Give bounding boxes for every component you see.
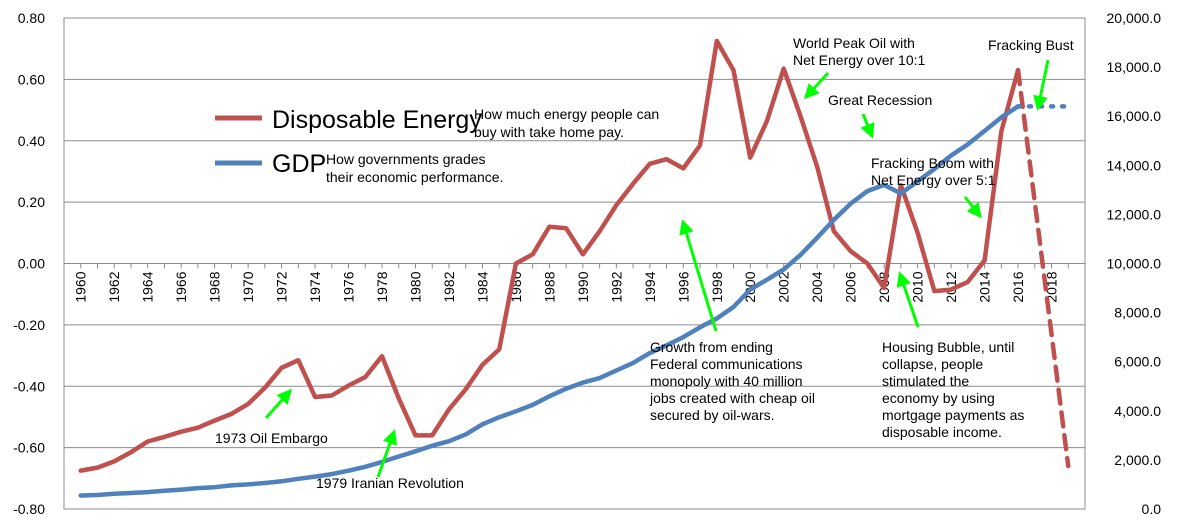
legend-label-gdp: GDP [272, 150, 326, 178]
y-left-tick-label: 0.40 [18, 133, 45, 149]
legend-label-disposable-energy: Disposable Energy [272, 106, 482, 134]
y-left-tick-label: -0.60 [13, 440, 45, 456]
y-right-tick-label: 10,000.0 [1107, 256, 1162, 272]
y-right-tick-label: 18,000.0 [1107, 59, 1162, 75]
y-right-tick-label: 0.0 [1142, 501, 1162, 517]
series-lines [78, 38, 1071, 498]
annotation-housing-bubble-line: Housing Bubble, until [882, 339, 1014, 355]
x-tick-label: 1968 [207, 271, 223, 302]
annotation-iranian-revolution-line: 1979 Iranian Revolution [316, 475, 464, 491]
annotation-oil-embargo-line: 1973 Oil Embargo [215, 430, 328, 446]
x-tick-label: 2014 [977, 271, 993, 302]
annotation-peak-oil-line: World Peak Oil with [793, 35, 915, 51]
y-right-tick-label: 2,000.0 [1114, 452, 1161, 468]
y-left-tick-label: -0.80 [13, 501, 45, 517]
x-tick-label: 1992 [608, 271, 624, 302]
annotation-growth-line: secured by oil-wars. [650, 407, 775, 423]
axes: 0.80 0.60 0.40 0.20 0.00 -0.20 -0.40 -0.60 -0.80… [13, 10, 1161, 517]
annotation-housing-bubble-line: stimulated the [882, 373, 969, 389]
annotation-growth-line: jobs created with cheap oil [649, 390, 815, 406]
annotation-housing-bubble-line: collapse, people [882, 356, 983, 372]
x-tick-label: 1990 [575, 271, 591, 302]
annotation-great-recession-line: Great Recession [828, 92, 932, 108]
annotation-growth-line: Growth from ending [650, 339, 773, 355]
annotations: 1973 Oil Embargo 1979 Iranian Revolution G… [215, 35, 1074, 491]
annotation-housing-bubble-line: mortgage payments as [882, 407, 1024, 423]
x-tick-label: 1988 [541, 271, 557, 302]
annotation-housing-bubble-line: disposable income. [882, 424, 1002, 440]
x-tick-label: 1996 [675, 271, 691, 302]
x-tick-label: 1978 [374, 271, 390, 302]
x-tick-label: 1962 [106, 271, 122, 302]
arrow-great-recession [860, 113, 875, 139]
x-tick-label: 2004 [809, 271, 825, 302]
x-tick-label: 2018 [1044, 271, 1060, 302]
x-tick-label: 2016 [1010, 271, 1026, 302]
legend-note-disposable-energy-line: buy with take home pay. [474, 124, 624, 140]
y-right-tick-label: 6,000.0 [1114, 354, 1161, 370]
x-tick-label: 1976 [341, 271, 357, 302]
x-tick-label: 1980 [407, 271, 423, 302]
arrow-iranian-revolution [376, 429, 398, 478]
projection-line-disposable-energy [1015, 67, 1071, 469]
arrow-fracking-bust [1033, 59, 1050, 111]
y-right-tick-label: 4,000.0 [1114, 403, 1161, 419]
y-right-tick-label: 12,000.0 [1107, 206, 1162, 222]
annotation-fracking-boom-line: Fracking Boom with [871, 155, 994, 171]
arrow-fracking-boom [963, 196, 982, 219]
y-right-tick-label: 20,000.0 [1107, 10, 1162, 26]
x-tick-label: 1964 [140, 271, 156, 302]
x-tick-label: 1970 [240, 271, 256, 302]
legend-note-gdp-line: their economic performance. [326, 169, 503, 185]
x-tick-label: 1998 [709, 271, 725, 302]
y-left-tick-label: 0.00 [18, 256, 45, 272]
y-left-tick-label: 0.80 [18, 10, 45, 26]
x-tick-label: 1994 [642, 271, 658, 302]
y-left-tick-label: 0.20 [18, 194, 45, 210]
y-left-tick-label: 0.60 [18, 71, 45, 87]
arrow-peak-oil [803, 71, 830, 100]
arrow-oil-embargo [264, 388, 292, 419]
y-right-tick-label: 8,000.0 [1114, 305, 1161, 321]
x-tick-label: 1966 [173, 271, 189, 302]
annotation-housing-bubble-line: economy by using [882, 390, 995, 406]
y-right-tick-label: 16,000.0 [1107, 108, 1162, 124]
y-left-tick-label: -0.40 [13, 378, 45, 394]
x-tick-label: 1984 [474, 271, 490, 302]
arrow-growth [679, 219, 718, 332]
x-tick-label: 2006 [843, 271, 859, 302]
y-left-tick-label: -0.20 [13, 317, 45, 333]
annotation-fracking-bust-line: Fracking Bust [988, 37, 1074, 53]
annotation-growth-line: monopoly with 40 million [650, 373, 803, 389]
x-tick-label: 2012 [943, 271, 959, 302]
x-tick-label: 1960 [73, 271, 89, 302]
x-tick-label: 1982 [441, 271, 457, 302]
annotation-growth-line: Federal communications [650, 356, 803, 372]
annotation-peak-oil-line: Net Energy over 10:1 [793, 52, 926, 68]
legend-note-disposable-energy-line: How much energy people can [474, 106, 659, 122]
y-right-tick-label: 14,000.0 [1107, 157, 1162, 173]
annotation-fracking-boom-line: Net Energy over 5:1 [871, 172, 996, 188]
x-tick-label: 1974 [307, 271, 323, 302]
arrow-housing-bubble [896, 271, 920, 328]
x-tick-label: 1972 [274, 271, 290, 302]
x-tick-label: 2010 [910, 271, 926, 302]
legend-note-gdp-line: How governments grades [326, 151, 486, 167]
x-tick-label: 2002 [776, 271, 792, 302]
